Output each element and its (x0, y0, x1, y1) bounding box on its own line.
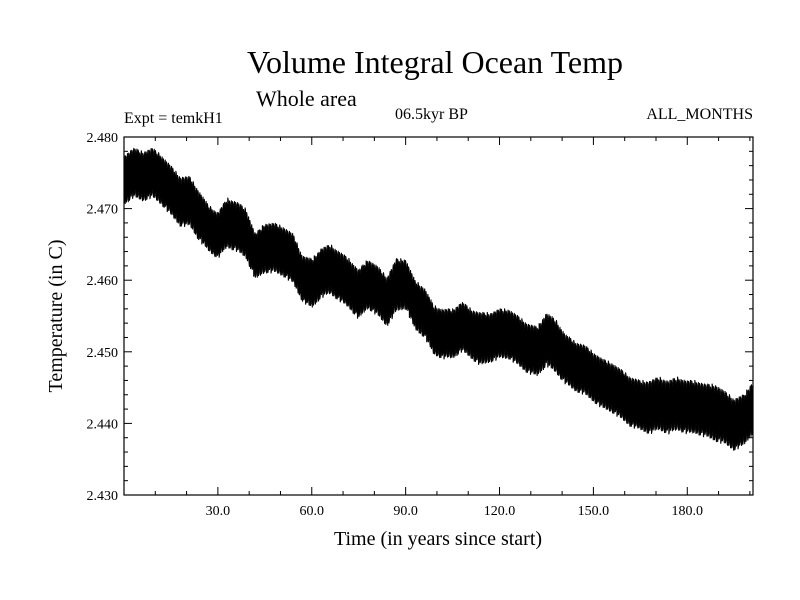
plot-frame (123, 136, 754, 496)
y-tick-label: 2.460 (87, 274, 119, 289)
experiment-label: Expt = temkH1 (124, 110, 223, 127)
x-tick-label: 150.0 (578, 504, 610, 519)
y-tick-label: 2.470 (87, 203, 119, 218)
x-tick-label: 120.0 (484, 504, 516, 519)
series-layer (123, 147, 754, 451)
x-tick-label: 90.0 (393, 504, 418, 519)
x-tick-label: 60.0 (300, 504, 325, 519)
series-line (123, 147, 754, 451)
months-label: ALL_MONTHS (646, 106, 753, 123)
y-tick-label: 2.480 (87, 131, 119, 146)
x-tick-label: 180.0 (672, 504, 704, 519)
x-axis-label: Time (in years since start) (334, 528, 542, 550)
ticks-layer: 30.0 60.0 90.0 120.0 150.0 180.0 2.430 2.440 2.4… (87, 131, 753, 519)
chart-subtitle: Whole area (256, 86, 357, 111)
y-tick-label: 2.440 (87, 417, 119, 432)
chart-title: Volume Integral Ocean Temp (246, 44, 623, 80)
y-tick-label: 2.450 (87, 346, 119, 361)
y-tick-label: 2.430 (87, 489, 119, 504)
y-axis-label: Temperature (in C) (45, 240, 67, 393)
period-label: 06.5kyr BP (395, 106, 468, 123)
x-tick-label: 30.0 (206, 504, 231, 519)
